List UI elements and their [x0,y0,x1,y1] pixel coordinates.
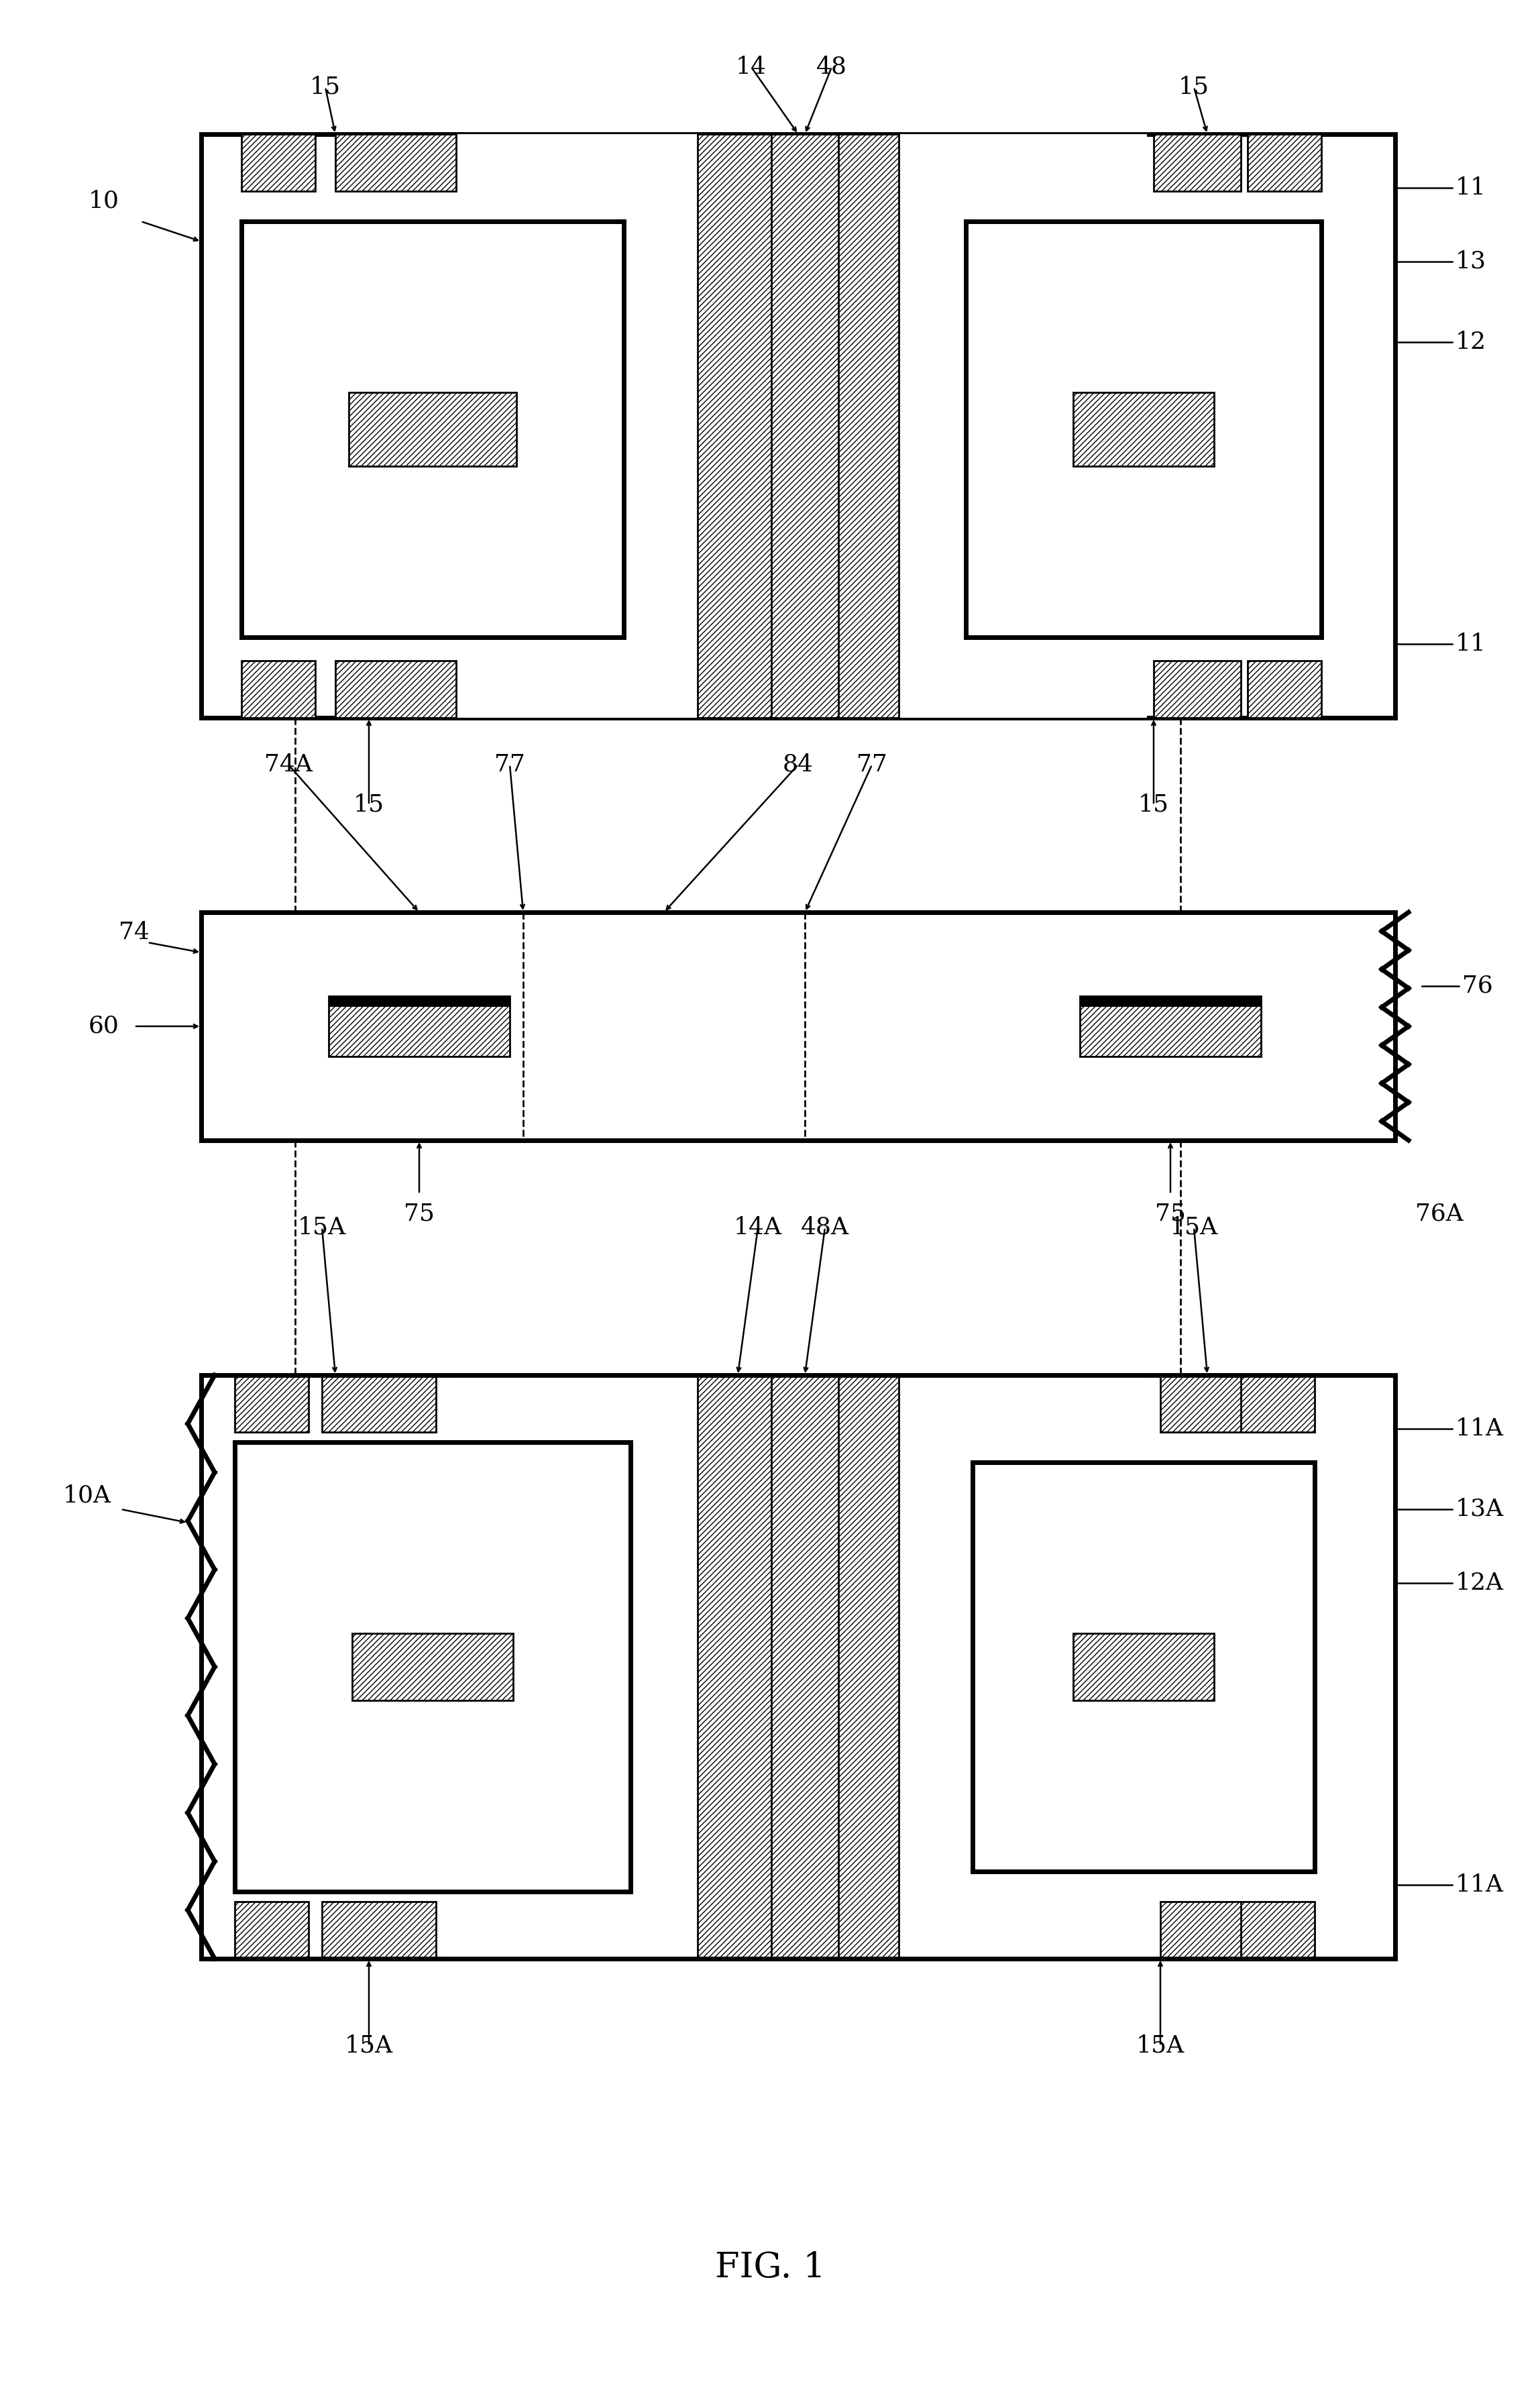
Text: 10A: 10A [63,1486,111,1507]
Bar [322,1375,436,1433]
Bar [1080,997,1261,1057]
Text: 11A: 11A [1455,1874,1503,1895]
Text: 15A: 15A [297,1217,347,1239]
Bar [698,1375,899,1958]
Text: 76A: 76A [1415,1203,1463,1224]
Text: 74A: 74A [265,752,313,776]
Bar [1241,1375,1315,1433]
Text: 15: 15 [1138,793,1169,817]
Text: 14: 14 [736,55,767,79]
Bar [772,134,838,719]
Bar [234,1442,630,1890]
Text: 13A: 13A [1455,1498,1505,1521]
Bar [328,997,510,1057]
Text: 75: 75 [1155,1203,1186,1224]
Bar [234,1902,308,1958]
Bar [1153,134,1241,192]
Text: 15A: 15A [345,2034,393,2058]
Bar [973,1462,1315,1871]
Text: 15: 15 [354,793,385,817]
Bar [524,913,805,1140]
Bar [242,220,624,637]
Bar [242,134,316,192]
Bar [328,997,510,1006]
Text: 11: 11 [1455,177,1486,199]
Bar [242,661,316,719]
Text: 13: 13 [1455,249,1486,273]
Bar [322,1902,436,1958]
Bar [202,1375,1395,1958]
Text: 15: 15 [310,77,340,98]
Text: 14A: 14A [733,1217,782,1239]
Bar [353,1634,513,1701]
Text: 77: 77 [494,752,525,776]
Text: 12: 12 [1455,331,1486,355]
Text: 11: 11 [1455,633,1486,657]
Text: 11A: 11A [1455,1418,1503,1440]
Text: 15: 15 [1178,77,1209,98]
Text: 15A: 15A [1137,2034,1184,2058]
Text: 15A: 15A [1170,1217,1218,1239]
Bar [234,1375,308,1433]
Bar [772,1375,838,1958]
Bar [336,134,456,192]
Bar [202,913,1395,1140]
Bar [1247,134,1321,192]
Bar [1160,1375,1241,1433]
Bar [1080,997,1261,1006]
Bar [698,134,899,719]
Text: 74: 74 [119,920,149,944]
Bar [1073,1634,1214,1701]
Bar [966,220,1321,637]
Bar [1160,1902,1241,1958]
Text: 12A: 12A [1455,1572,1503,1593]
Text: 76: 76 [1461,975,1492,997]
Text: 77: 77 [856,752,887,776]
Text: 10: 10 [88,189,120,213]
Text: 84: 84 [782,752,813,776]
Bar [1073,393,1214,467]
Bar [450,1375,1147,1958]
Text: 60: 60 [89,1016,119,1037]
Text: 48: 48 [816,55,847,79]
Bar [336,661,456,719]
Bar [1247,661,1321,719]
Bar [450,134,1147,719]
Text: 48A: 48A [801,1217,849,1239]
Text: FIG. 1: FIG. 1 [715,2250,825,2283]
Bar [1241,1902,1315,1958]
Bar [202,134,1395,719]
Text: 75: 75 [403,1203,434,1224]
Bar [348,393,516,467]
Bar [1153,661,1241,719]
